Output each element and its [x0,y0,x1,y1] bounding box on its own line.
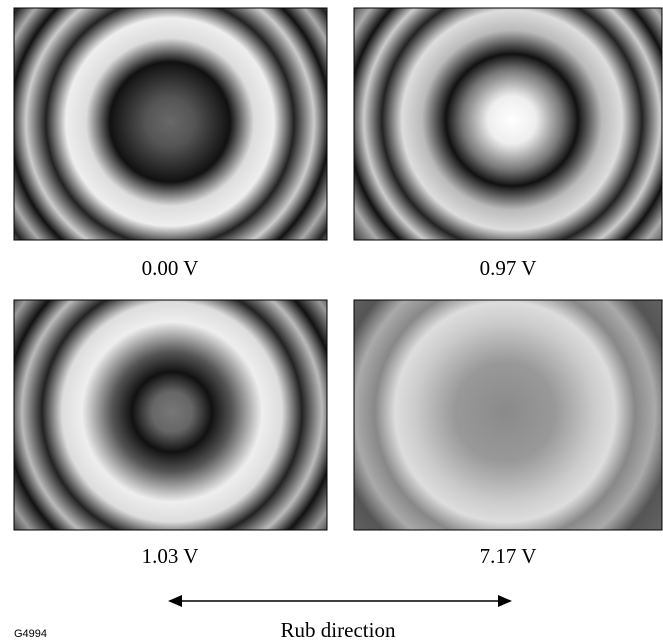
fringe-image [14,8,327,240]
rub-arrow [168,595,512,607]
panel-label: 1.03 V [142,544,199,568]
panel-label: 0.97 V [480,256,537,280]
fringe-image [14,300,327,530]
figure-id: G4994 [14,628,47,640]
arrow-label: Rub direction [281,618,396,642]
panel-label: 0.00 V [142,256,199,280]
fringe-image [354,8,662,240]
fringe-image [354,300,662,530]
figure: 0.00 V 0.97 V 1.03 V 7.17 V Rub directio… [0,0,663,644]
page: 0.00 V 0.97 V 1.03 V 7.17 V Rub directio… [0,0,663,644]
panel-label: 7.17 V [480,544,537,568]
